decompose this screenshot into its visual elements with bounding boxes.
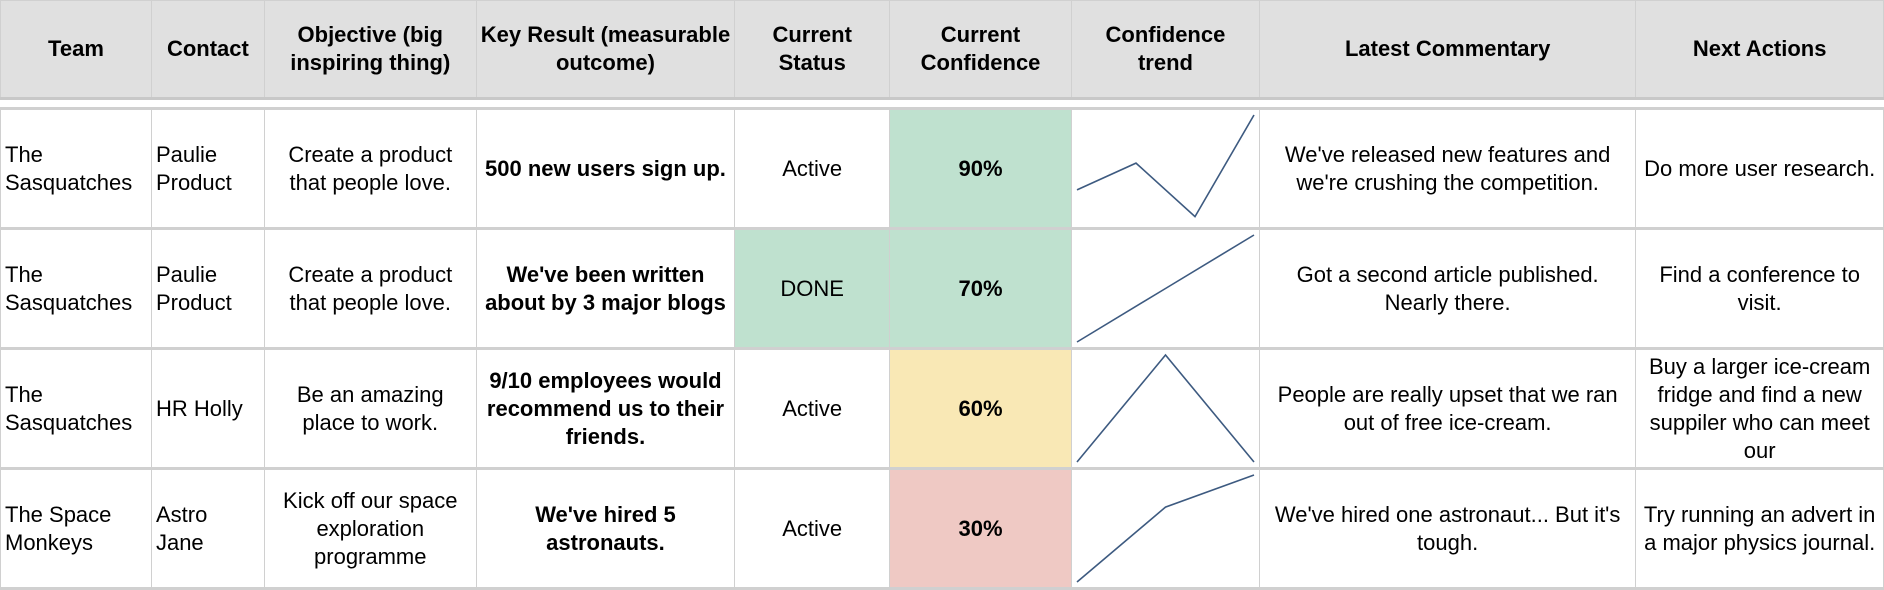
commentary-text: Got a second article published. Nearly t… (1296, 261, 1599, 315)
team-text: The Space Monkeys (5, 501, 112, 555)
cell-commentary[interactable]: We've released new features and we're cr… (1258, 108, 1637, 229)
cell-status[interactable]: Active (734, 468, 891, 589)
commentary-text: We've hired one astronaut... But it's to… (1274, 501, 1621, 555)
cell-next-actions[interactable]: Find a conference to visit. (1635, 228, 1884, 349)
cell-team[interactable]: The Sasquatches (0, 108, 152, 229)
team-text: The Sasquatches (5, 141, 133, 195)
team-text: The Sasquatches (5, 381, 133, 435)
cell-contact[interactable]: Paulie Product (150, 108, 265, 229)
cell-trend[interactable] (1070, 468, 1260, 589)
header-contact[interactable]: Contact (150, 0, 265, 99)
confidence-text: 30% (958, 515, 1003, 541)
objective-text: Kick off our space exploration programme (283, 487, 458, 569)
cell-confidence[interactable]: 90% (889, 108, 1072, 229)
header-objective[interactable]: Objective (big inspiring thing) (263, 0, 477, 99)
header-status[interactable]: Current Status (734, 0, 891, 99)
sparkline-line (1076, 474, 1255, 583)
cell-objective[interactable]: Create a product that people love. (263, 228, 477, 349)
next-actions-text: Find a conference to visit. (1659, 261, 1860, 315)
cell-key-result[interactable]: We've been written about by 3 major blog… (475, 228, 736, 349)
sparkline-line (1076, 234, 1255, 343)
cell-trend[interactable] (1070, 348, 1260, 469)
confidence-text: 60% (958, 395, 1003, 421)
cell-trend[interactable] (1070, 108, 1260, 229)
table-row: The Sasquatches HR Holly Be an amazing p… (0, 348, 1884, 469)
cell-key-result[interactable]: We've hired 5 astronauts. (475, 468, 736, 589)
cell-objective[interactable]: Be an amazing place to work. (263, 348, 477, 469)
cell-contact[interactable]: Astro Jane (150, 468, 265, 589)
table-row: The Sasquatches Paulie Product Create a … (0, 228, 1884, 349)
cell-key-result[interactable]: 9/10 employees would recommend us to the… (475, 348, 736, 469)
cell-status[interactable]: Active (734, 348, 891, 469)
next-actions-text: Do more user research. (1644, 155, 1876, 181)
cell-trend[interactable] (1070, 228, 1260, 349)
sparkline-line (1076, 114, 1255, 218)
confidence-sparkline (1076, 353, 1255, 463)
status-text: Active (782, 155, 843, 181)
cell-confidence[interactable]: 30% (889, 468, 1072, 589)
status-text: Active (782, 395, 843, 421)
contact-text: HR Holly (155, 395, 243, 421)
contact-text: Astro Jane (155, 501, 208, 555)
key-result-text: 500 new users sign up. (485, 155, 726, 181)
cell-commentary[interactable]: We've hired one astronaut... But it's to… (1258, 468, 1637, 589)
header-commentary[interactable]: Latest Commentary (1258, 0, 1637, 99)
cell-team[interactable]: The Sasquatches (0, 228, 152, 349)
table-row: The Space Monkeys Astro Jane Kick off ou… (0, 468, 1884, 589)
cell-commentary[interactable]: People are really upset that we ran out … (1258, 348, 1637, 469)
contact-text: Paulie Product (155, 261, 232, 315)
commentary-text: We've released new features and we're cr… (1284, 141, 1611, 195)
objective-text: Create a product that people love. (288, 141, 453, 195)
team-text: The Sasquatches (5, 261, 133, 315)
cell-next-actions[interactable]: Buy a larger ice-cream fridge and find a… (1635, 348, 1884, 469)
confidence-sparkline (1076, 234, 1255, 343)
status-text: DONE (780, 275, 844, 301)
cell-commentary[interactable]: Got a second article published. Nearly t… (1258, 228, 1637, 349)
cell-contact[interactable]: Paulie Product (150, 228, 265, 349)
confidence-sparkline (1076, 114, 1255, 218)
next-actions-text: Try running an advert in a major physics… (1643, 501, 1876, 555)
cell-team[interactable]: The Space Monkeys (0, 468, 152, 589)
cell-next-actions[interactable]: Try running an advert in a major physics… (1635, 468, 1884, 589)
table-row: The Sasquatches Paulie Product Create a … (0, 108, 1884, 229)
header-confidence[interactable]: Current Confidence (889, 0, 1072, 99)
key-result-text: We've been written about by 3 major blog… (485, 261, 726, 315)
header-trend[interactable]: Confidence trend (1070, 0, 1260, 99)
cell-status[interactable]: DONE (734, 228, 891, 349)
cell-status[interactable]: Active (734, 108, 891, 229)
cell-key-result[interactable]: 500 new users sign up. (475, 108, 736, 229)
header-team[interactable]: Team (0, 0, 152, 99)
freeze-divider (0, 97, 1884, 109)
confidence-text: 70% (958, 275, 1003, 301)
sparkline-line (1076, 353, 1255, 463)
contact-text: Paulie Product (155, 141, 232, 195)
cell-contact[interactable]: HR Holly (150, 348, 265, 469)
next-actions-text: Buy a larger ice-cream fridge and find a… (1649, 353, 1871, 463)
objective-text: Create a product that people love. (288, 261, 453, 315)
cell-next-actions[interactable]: Do more user research. (1635, 108, 1884, 229)
commentary-text: People are really upset that we ran out … (1277, 381, 1618, 435)
cell-objective[interactable]: Kick off our space exploration programme (263, 468, 477, 589)
cell-team[interactable]: The Sasquatches (0, 348, 152, 469)
key-result-text: We've hired 5 astronauts. (535, 501, 676, 555)
header-next-actions[interactable]: Next Actions (1635, 0, 1884, 99)
cell-confidence[interactable]: 70% (889, 228, 1072, 349)
confidence-text: 90% (958, 155, 1003, 181)
header-row: Team Contact Objective (big inspiring th… (0, 0, 1884, 99)
cell-objective[interactable]: Create a product that people love. (263, 108, 477, 229)
objective-text: Be an amazing place to work. (296, 381, 444, 435)
cell-confidence[interactable]: 60% (889, 348, 1072, 469)
confidence-sparkline (1076, 474, 1255, 583)
status-text: Active (782, 515, 843, 541)
header-key-result[interactable]: Key Result (measurable outcome) (475, 0, 736, 99)
key-result-text: 9/10 employees would recommend us to the… (486, 367, 725, 449)
